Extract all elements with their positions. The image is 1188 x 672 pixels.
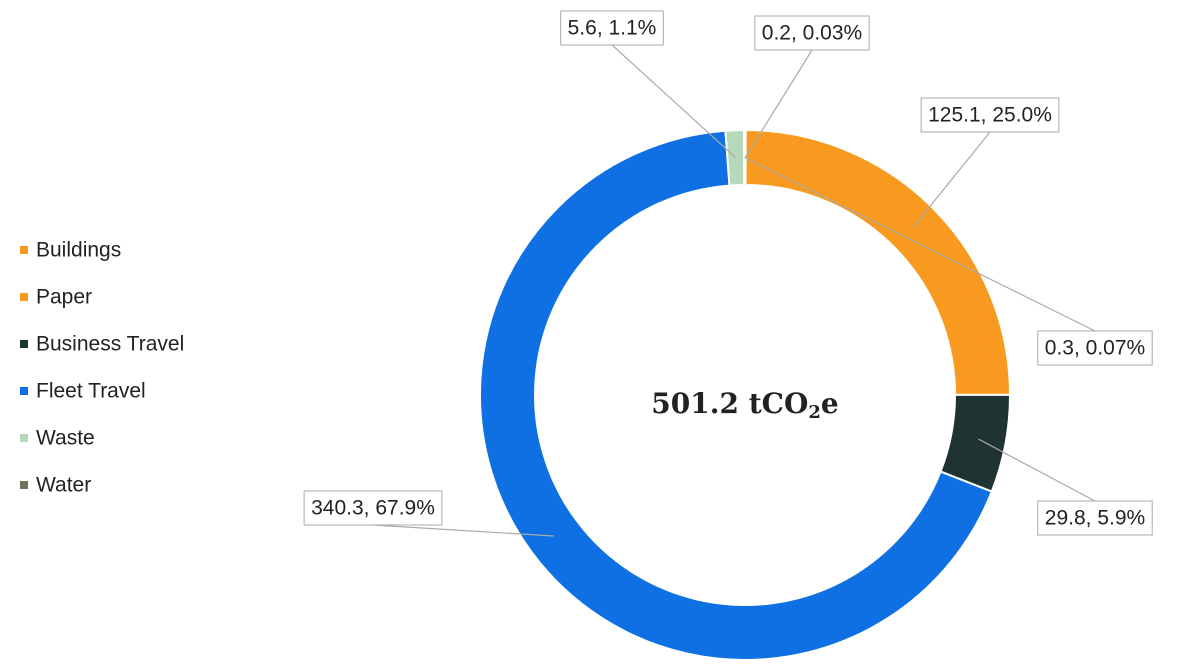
- leader-line: [611, 44, 737, 159]
- legend-swatch: [20, 481, 28, 489]
- legend-swatch: [20, 340, 28, 348]
- label-box: [560, 10, 664, 46]
- leader-line: [978, 438, 1096, 502]
- data-label: 29.8, 5.9%: [1045, 507, 1145, 530]
- donut-slice: [743, 128, 746, 187]
- label-box: [1037, 330, 1153, 366]
- data-label: 125.1, 25.0%: [928, 104, 1052, 127]
- data-label: 5.6, 1.1%: [568, 17, 657, 40]
- legend-label: Fleet Travel: [36, 380, 146, 403]
- legend-label: Water: [36, 474, 91, 497]
- legend-label: Paper: [36, 286, 92, 309]
- leader-line: [744, 156, 1096, 332]
- donut-slice: [744, 128, 1012, 396]
- label-box: [303, 490, 443, 526]
- legend-swatch: [20, 293, 28, 301]
- label-box: [920, 97, 1060, 133]
- data-label: 0.3, 0.07%: [1045, 337, 1145, 360]
- leader-line: [372, 524, 554, 537]
- legend-label: Buildings: [36, 239, 121, 262]
- donut-slice: [479, 129, 994, 661]
- data-label: 0.2, 0.03%: [762, 22, 862, 45]
- leader-line: [912, 131, 991, 228]
- label-box: [1037, 500, 1153, 536]
- leader-line: [744, 49, 813, 158]
- legend-label: Business Travel: [36, 333, 184, 356]
- legend-label: Waste: [36, 427, 95, 450]
- legend-swatch: [20, 434, 28, 442]
- donut-slice: [724, 128, 746, 187]
- label-box: [754, 15, 870, 51]
- center-label: 501.2 tCO2e: [651, 387, 838, 424]
- data-label: 340.3, 67.9%: [311, 497, 435, 520]
- legend-swatch: [20, 387, 28, 395]
- legend-swatch: [20, 246, 28, 254]
